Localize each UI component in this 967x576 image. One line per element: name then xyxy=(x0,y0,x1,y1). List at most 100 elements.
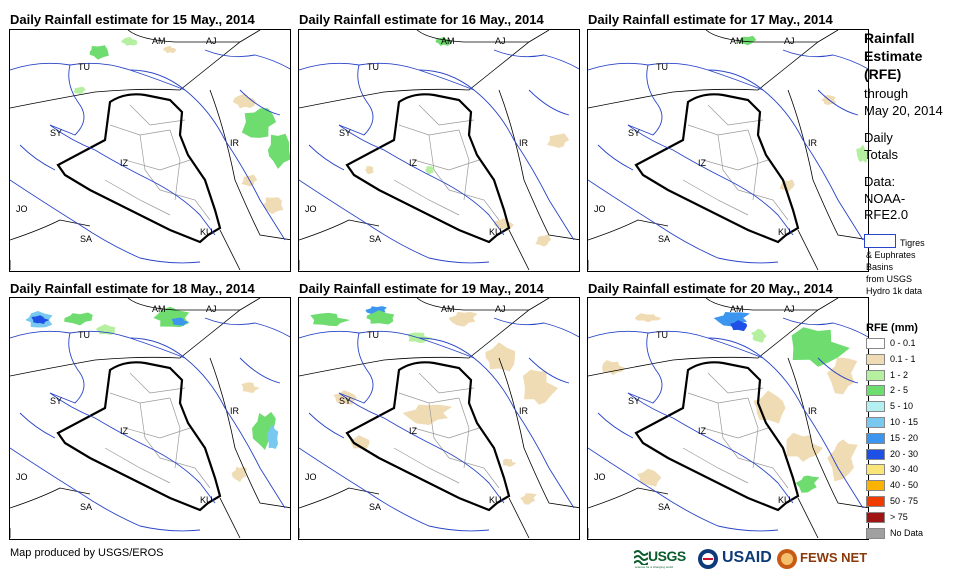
basin-outline xyxy=(204,49,290,70)
country-label-ku: KU xyxy=(489,495,502,505)
country-label-iz: IZ xyxy=(698,158,707,168)
rainfall-patch xyxy=(753,390,786,424)
rainfall-patch xyxy=(795,475,820,493)
rainfall-map: AM AJ TU SY IZ IR JO SA KU xyxy=(10,298,290,539)
basin-outline xyxy=(10,330,286,509)
rainfall-patch xyxy=(267,133,290,169)
rainfall-map: AM AJ TU SY IZ IR JO SA KU xyxy=(299,298,579,539)
country-border xyxy=(797,229,819,271)
country-label-iz: IZ xyxy=(120,426,129,436)
rainfall-patch xyxy=(713,312,750,327)
legend-swatch xyxy=(866,353,885,365)
rainfall-patch xyxy=(402,404,453,425)
country-border xyxy=(127,30,240,43)
rainfall-patch xyxy=(266,424,279,449)
rainfall-patch xyxy=(786,432,823,462)
country-label-am: AM xyxy=(152,304,166,314)
country-label-sa: SA xyxy=(658,502,670,512)
country-border xyxy=(508,497,530,539)
legend-label: 15 - 20 xyxy=(890,432,919,443)
legend-label: 2 - 5 xyxy=(890,385,909,396)
fewsnet-globe-icon xyxy=(777,549,797,569)
panel-title-17: Daily Rainfall estimate for 17 May., 201… xyxy=(588,12,833,27)
legend-swatch xyxy=(866,417,885,428)
basin-outline xyxy=(707,337,764,359)
basin-outline xyxy=(10,62,286,241)
province-border xyxy=(737,457,789,489)
country-border xyxy=(10,219,91,241)
legend-title: RFE (mm) xyxy=(866,322,918,334)
sidebar-data-label: Data: xyxy=(864,174,896,189)
province-border xyxy=(747,129,759,201)
province-border xyxy=(717,134,739,191)
iraq-border xyxy=(56,93,222,244)
basin-outline xyxy=(239,89,281,116)
basin-outline xyxy=(19,144,56,171)
rainfall-patch xyxy=(232,93,256,109)
rainfall-patch xyxy=(730,320,748,332)
basin-outline xyxy=(817,89,859,116)
province-border xyxy=(717,402,739,459)
rainfall-patch xyxy=(547,133,570,148)
iraq-border xyxy=(345,93,511,244)
province-border xyxy=(104,179,171,216)
basin-outline xyxy=(308,412,345,439)
basin-outline xyxy=(707,69,764,91)
map-panel-16: AM AJ TU SY IZ IR JO SA KU xyxy=(298,29,580,272)
province-border xyxy=(104,447,171,484)
country-border xyxy=(588,298,839,377)
usaid-seal-icon xyxy=(697,548,719,570)
province-border xyxy=(702,427,769,439)
basin-outline xyxy=(528,89,570,116)
basin-outline xyxy=(627,124,794,236)
country-label-aj: AJ xyxy=(495,36,506,46)
country-label-ir: IR xyxy=(519,138,529,148)
country-label-ku: KU xyxy=(200,227,213,237)
rainfall-patch xyxy=(827,439,858,482)
rainfall-patch xyxy=(522,369,559,405)
basin-outline xyxy=(588,179,779,264)
sidebar-data-source-1: NOAA- xyxy=(864,191,906,206)
province-border xyxy=(428,134,450,191)
rainfall-patch xyxy=(424,166,434,175)
basin-outline xyxy=(588,62,864,241)
basin-outline xyxy=(129,337,186,359)
rainfall-patch xyxy=(241,382,260,393)
legend-label: 30 - 40 xyxy=(890,464,919,475)
legend-swatch xyxy=(866,369,885,381)
iraq-border xyxy=(345,361,511,512)
panel-title-19: Daily Rainfall estimate for 19 May., 201… xyxy=(299,281,544,296)
rainfall-patch xyxy=(350,435,370,450)
country-border xyxy=(705,298,818,311)
country-label-tu: TU xyxy=(367,330,379,340)
province-border xyxy=(687,392,749,404)
basin-outline xyxy=(49,64,85,136)
country-border xyxy=(787,357,868,509)
sidebar-daily: Daily xyxy=(864,130,893,145)
province-border xyxy=(682,179,749,216)
rainfall-patch xyxy=(241,108,277,138)
province-border xyxy=(418,372,475,394)
sidebar-totals: Totals xyxy=(864,147,898,162)
province-border xyxy=(682,447,749,484)
rainfall-patch xyxy=(120,37,138,46)
country-border xyxy=(10,487,91,509)
rainfall-patch xyxy=(171,317,190,326)
country-label-am: AM xyxy=(730,304,744,314)
legend-swatch xyxy=(866,385,885,397)
province-border xyxy=(393,447,460,484)
iraq-border xyxy=(56,361,222,512)
rainfall-patch xyxy=(520,493,537,505)
legend-label: 40 - 50 xyxy=(890,480,919,491)
basin-outline xyxy=(299,62,575,241)
basin-outline xyxy=(493,49,579,70)
basin-outline xyxy=(782,49,868,70)
province-border xyxy=(139,402,161,459)
legend-swatch xyxy=(866,401,885,413)
rainfall-patch xyxy=(751,328,767,343)
country-label-ku: KU xyxy=(200,495,213,505)
sidebar-through: through xyxy=(864,86,909,101)
country-label-sy: SY xyxy=(50,396,62,406)
basin-outline xyxy=(588,330,864,509)
usgs-tagline: science for a changing world xyxy=(635,565,674,569)
